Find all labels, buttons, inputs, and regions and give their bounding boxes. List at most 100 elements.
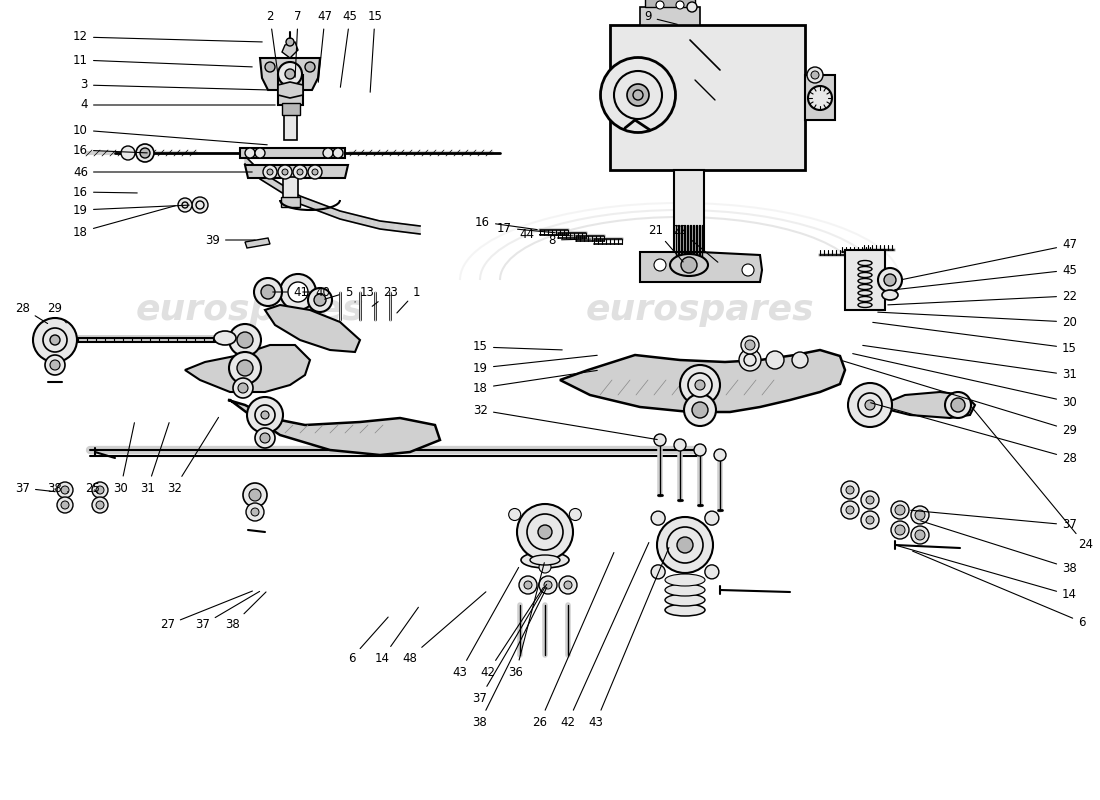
Text: 16: 16 <box>73 186 138 198</box>
Circle shape <box>692 402 708 418</box>
Circle shape <box>866 516 874 524</box>
Circle shape <box>314 294 326 306</box>
Polygon shape <box>228 400 440 455</box>
Ellipse shape <box>666 594 705 606</box>
Circle shape <box>308 288 332 312</box>
Circle shape <box>866 496 874 504</box>
Circle shape <box>539 561 551 573</box>
Text: 5: 5 <box>324 286 352 299</box>
Text: 16: 16 <box>73 143 147 157</box>
Circle shape <box>911 526 930 544</box>
Circle shape <box>527 514 563 550</box>
Circle shape <box>243 483 267 507</box>
Circle shape <box>288 282 308 302</box>
Text: 47: 47 <box>903 238 1077 279</box>
Circle shape <box>45 355 65 375</box>
Text: 15: 15 <box>473 341 562 354</box>
Circle shape <box>238 383 248 393</box>
Circle shape <box>744 354 756 366</box>
Circle shape <box>278 62 303 86</box>
Text: 40: 40 <box>302 286 330 298</box>
Circle shape <box>57 497 73 513</box>
Text: 17: 17 <box>497 222 556 234</box>
Ellipse shape <box>614 71 662 119</box>
Text: 3: 3 <box>80 78 267 91</box>
Polygon shape <box>888 392 975 418</box>
Ellipse shape <box>670 254 708 276</box>
Text: 38: 38 <box>226 592 266 631</box>
Circle shape <box>680 365 720 405</box>
FancyBboxPatch shape <box>645 0 695 7</box>
Text: 26: 26 <box>532 553 614 729</box>
Circle shape <box>92 497 108 513</box>
Circle shape <box>656 1 664 9</box>
Text: 30: 30 <box>852 354 1077 409</box>
Circle shape <box>245 148 255 158</box>
Circle shape <box>564 581 572 589</box>
Circle shape <box>43 328 67 352</box>
Text: 6: 6 <box>348 617 388 665</box>
Circle shape <box>260 433 270 443</box>
FancyBboxPatch shape <box>805 75 835 120</box>
Text: 38: 38 <box>473 587 547 729</box>
Text: 30: 30 <box>113 422 134 494</box>
Circle shape <box>229 352 261 384</box>
Text: 20: 20 <box>878 312 1077 329</box>
Circle shape <box>766 351 784 369</box>
Text: eurospares: eurospares <box>585 293 814 327</box>
FancyBboxPatch shape <box>640 7 700 25</box>
Circle shape <box>688 373 712 397</box>
Circle shape <box>236 360 253 376</box>
Ellipse shape <box>627 84 649 106</box>
Circle shape <box>688 2 697 12</box>
Ellipse shape <box>882 290 898 300</box>
Text: 47: 47 <box>318 10 332 82</box>
Circle shape <box>945 392 971 418</box>
Text: 37: 37 <box>15 482 55 494</box>
Circle shape <box>878 268 902 292</box>
Text: 1: 1 <box>397 286 420 313</box>
Circle shape <box>657 517 713 573</box>
Circle shape <box>312 169 318 175</box>
FancyBboxPatch shape <box>610 25 805 170</box>
Circle shape <box>57 482 73 498</box>
Text: 37: 37 <box>911 510 1077 531</box>
Text: 31: 31 <box>140 422 169 494</box>
Text: 38: 38 <box>921 521 1077 574</box>
Text: 14: 14 <box>375 607 418 665</box>
Circle shape <box>136 144 154 162</box>
Text: 22: 22 <box>672 223 718 262</box>
FancyBboxPatch shape <box>283 177 298 200</box>
Circle shape <box>236 332 253 348</box>
Circle shape <box>891 501 909 519</box>
Circle shape <box>705 565 719 579</box>
Ellipse shape <box>521 552 569 568</box>
Polygon shape <box>260 58 320 90</box>
Polygon shape <box>282 42 298 58</box>
Text: 28: 28 <box>871 402 1077 465</box>
Circle shape <box>60 501 69 509</box>
Circle shape <box>632 90 644 100</box>
Text: 32: 32 <box>473 403 658 439</box>
Circle shape <box>811 71 819 79</box>
Circle shape <box>539 576 557 594</box>
Circle shape <box>705 511 719 525</box>
Text: 22: 22 <box>888 290 1077 305</box>
Circle shape <box>96 501 104 509</box>
FancyBboxPatch shape <box>284 114 297 140</box>
Circle shape <box>848 383 892 427</box>
Circle shape <box>182 202 188 208</box>
Circle shape <box>255 148 265 158</box>
Text: 24: 24 <box>971 407 1093 551</box>
Circle shape <box>254 278 282 306</box>
Circle shape <box>742 264 754 276</box>
Circle shape <box>684 394 716 426</box>
Text: 43: 43 <box>588 547 669 729</box>
Circle shape <box>952 398 965 412</box>
Polygon shape <box>240 148 345 158</box>
Circle shape <box>261 411 270 419</box>
Text: 10: 10 <box>73 123 267 145</box>
Circle shape <box>865 400 874 410</box>
Circle shape <box>807 67 823 83</box>
Text: 42: 42 <box>481 587 543 678</box>
